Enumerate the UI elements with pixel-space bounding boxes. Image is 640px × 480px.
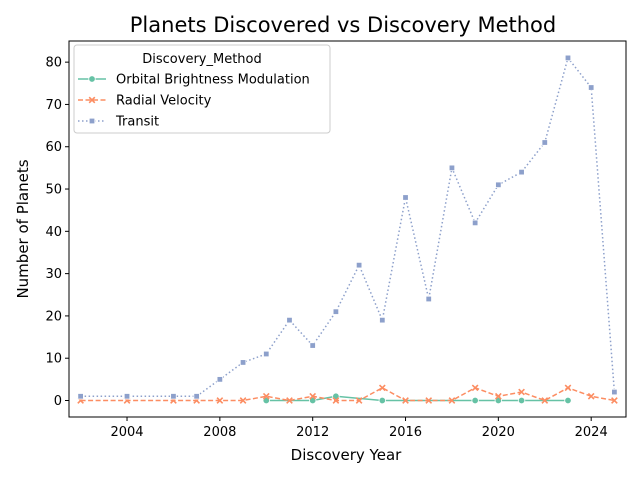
- y-tick-label: 10: [45, 352, 62, 367]
- data-point: [541, 397, 549, 404]
- series-radial-velocity: [77, 384, 618, 404]
- data-point: [518, 168, 525, 176]
- x-tick-label: 2016: [389, 425, 422, 440]
- data-point: [77, 393, 84, 400]
- data-point: [170, 393, 177, 400]
- legend-swatch-marker: [88, 75, 96, 83]
- data-point: [286, 397, 293, 404]
- data-point: [494, 392, 502, 400]
- data-point: [541, 139, 548, 146]
- legend-item: Transit: [78, 115, 159, 130]
- x-tick-label: 2024: [575, 425, 608, 440]
- y-tick-label: 60: [45, 140, 62, 155]
- y-tick-label: 40: [45, 225, 62, 240]
- y-tick-label: 0: [54, 394, 62, 409]
- data-point: [309, 342, 316, 349]
- data-point: [587, 84, 595, 91]
- data-point: [611, 397, 618, 404]
- x-tick-label: 2004: [110, 425, 143, 440]
- data-point: [332, 308, 340, 315]
- data-point: [471, 396, 479, 405]
- data-point: [309, 392, 317, 400]
- data-point: [263, 350, 270, 358]
- x-axis-label: Discovery Year: [291, 446, 402, 464]
- data-point: [448, 397, 456, 404]
- data-point: [262, 392, 270, 400]
- data-point: [402, 194, 409, 201]
- plot-frame: [68, 40, 627, 418]
- data-point: [518, 388, 525, 396]
- data-point: [355, 261, 363, 269]
- legend-label: Orbital Brightness Modulation: [116, 73, 310, 88]
- data-point: [495, 181, 502, 189]
- data-point: [379, 316, 386, 324]
- y-tick-label: 30: [45, 267, 62, 282]
- y-axis-label: Number of Planets: [14, 159, 32, 298]
- data-point: [425, 397, 433, 404]
- data-point: [471, 219, 479, 227]
- series-orbital-brightness-modulation: [262, 392, 572, 405]
- legend-label: Transit: [115, 115, 159, 130]
- y-tick-label: 20: [45, 309, 62, 324]
- data-point: [216, 397, 224, 404]
- data-point: [517, 396, 526, 405]
- x-tick-label: 2012: [296, 425, 329, 440]
- data-point: [239, 359, 247, 366]
- data-point: [425, 295, 432, 303]
- data-point: [587, 392, 595, 400]
- y-tick-label: 70: [45, 98, 62, 113]
- data-point: [471, 384, 479, 392]
- data-point: [193, 393, 200, 400]
- data-point: [355, 397, 363, 404]
- data-point: [564, 396, 572, 405]
- legend-item: Radial Velocity: [78, 94, 212, 109]
- data-point: [611, 388, 618, 396]
- x-tick-label: 2008: [203, 425, 236, 440]
- series-line: [80, 386, 615, 402]
- legend-label: Radial Velocity: [116, 94, 212, 109]
- y-tick-label: 80: [45, 56, 62, 71]
- data-point: [123, 393, 131, 400]
- y-tick-label: 50: [45, 183, 62, 198]
- data-point: [378, 396, 387, 405]
- data-point: [239, 397, 247, 404]
- data-point: [332, 397, 340, 404]
- legend-title: Discovery_Method: [142, 52, 261, 67]
- data-point: [286, 316, 293, 324]
- data-point: [564, 54, 572, 62]
- x-tick-label: 2020: [482, 425, 515, 440]
- legend-item: Orbital Brightness Modulation: [78, 73, 310, 88]
- legend-swatch-marker: [88, 96, 96, 104]
- legend-swatch-marker: [88, 117, 96, 125]
- data-point: [216, 376, 224, 383]
- series-line: [80, 56, 616, 398]
- data-point: [378, 384, 386, 392]
- series-transit: [77, 54, 618, 400]
- data-point: [402, 397, 409, 404]
- plot-area: [77, 54, 618, 405]
- data-point: [448, 164, 456, 172]
- axes: 2004 2008 2012 2016 2020 2024 0 10 20 30 40 50 60 70 8…: [45, 56, 607, 440]
- chart-title: Planets Discovered vs Discovery Method: [130, 13, 556, 37]
- legend-box: [73, 44, 331, 134]
- data-point: [564, 384, 572, 392]
- legend: Discovery_Method Orbital Brightness Modu…: [73, 44, 331, 134]
